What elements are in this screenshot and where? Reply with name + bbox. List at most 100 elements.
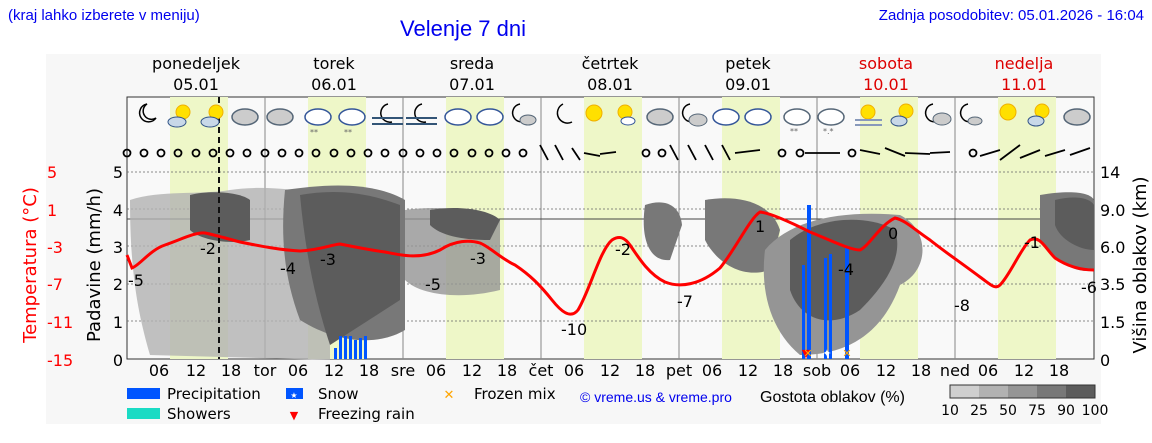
svg-text:-8: -8	[954, 296, 970, 315]
sun-icon	[167, 104, 191, 128]
svg-text:-10: -10	[561, 320, 587, 339]
svg-text:06: 06	[564, 361, 584, 380]
svg-text:Gostota oblakov (%): Gostota oblakov (%)	[760, 389, 905, 406]
cloud-height-axis-label: Višina oblakov (km)	[1130, 176, 1151, 353]
day-date: 09.01	[725, 75, 771, 94]
day-name: sobota	[859, 54, 913, 73]
day-headers: ponedeljek 05.01 torek 06.01 sreda 07.01…	[152, 54, 1053, 94]
svg-text:-4: -4	[838, 260, 854, 279]
location-hint: (kraj lahko izberete v meniju)	[8, 7, 200, 24]
svg-text:Showers: Showers	[167, 405, 231, 423]
day-date: 08.01	[587, 75, 633, 94]
svg-text:-3: -3	[320, 250, 336, 269]
day-name: ponedeljek	[152, 54, 241, 73]
svg-text:9.0: 9.0	[1100, 201, 1125, 220]
cloud-icon	[712, 108, 740, 126]
svg-text:-5: -5	[425, 275, 441, 294]
last-updated: Zadnja posodobitev: 05.01.2026 - 16:04	[878, 7, 1144, 24]
svg-text:2: 2	[113, 275, 123, 294]
day-name: nedelja	[995, 54, 1054, 73]
precipitation-swatch	[127, 388, 160, 399]
svg-text:5: 5	[113, 163, 123, 182]
x-axis-labels: 06 12 18 tor 06 12 18 sre 06 12 18 čet 0…	[149, 361, 1069, 380]
svg-text:čet: čet	[529, 361, 554, 380]
day-name: sreda	[450, 54, 494, 73]
svg-text:✦: ✦	[822, 347, 831, 360]
svg-text:12: 12	[186, 361, 206, 380]
svg-text:12: 12	[876, 361, 896, 380]
svg-text:-3: -3	[470, 249, 486, 268]
svg-text:✕: ✕	[842, 347, 851, 360]
day-date: 05.01	[173, 75, 219, 94]
copyright-link: © vreme.us & vreme.pro	[580, 389, 732, 405]
svg-text:-2: -2	[200, 239, 216, 258]
temperature-axis-panel	[46, 54, 80, 424]
svg-text:-1: -1	[1024, 233, 1040, 252]
wind-barbs	[122, 144, 1091, 161]
svg-text:1: 1	[113, 313, 123, 332]
svg-text:pet: pet	[666, 361, 692, 380]
svg-text:06: 06	[978, 361, 998, 380]
cloud-icon	[231, 108, 259, 126]
svg-text:5: 5	[47, 163, 57, 182]
svg-text:18: 18	[359, 361, 379, 380]
sun-icon	[585, 104, 603, 122]
svg-text:1: 1	[755, 217, 765, 236]
svg-text:12: 12	[738, 361, 758, 380]
svg-text:-6: -6	[1081, 278, 1097, 297]
svg-text:18: 18	[911, 361, 931, 380]
svg-text:1: 1	[47, 201, 57, 220]
precipitation-bars	[334, 205, 849, 359]
moon-icon	[556, 103, 573, 124]
svg-text:Snow: Snow	[318, 385, 358, 403]
svg-text:12: 12	[1014, 361, 1034, 380]
cloud-icon	[266, 108, 294, 126]
sun-cloud-icon	[890, 103, 914, 127]
svg-text:50: 50	[999, 403, 1017, 419]
snow-icon: ★	[290, 391, 297, 400]
day-name: petek	[725, 54, 771, 73]
svg-text:75: 75	[1028, 403, 1046, 419]
svg-text:0: 0	[113, 351, 123, 370]
frozen-mix-icon: ✕	[444, 388, 455, 403]
fog-icon	[372, 103, 403, 125]
fog-icon	[406, 103, 437, 125]
sun-icon	[617, 104, 636, 126]
svg-text:3.5: 3.5	[1100, 275, 1125, 294]
moon-cloud-icon	[511, 103, 537, 126]
svg-text:-5: -5	[128, 271, 144, 290]
svg-text:sob: sob	[803, 361, 831, 380]
svg-text:Precipitation: Precipitation	[167, 385, 261, 403]
cloud-icon	[444, 108, 472, 126]
svg-text:Freezing rain: Freezing rain	[318, 405, 415, 423]
svg-text:90: 90	[1057, 403, 1075, 419]
day-date: 06.01	[311, 75, 357, 94]
moon-cloud-icon	[924, 103, 952, 126]
svg-text:18: 18	[635, 361, 655, 380]
svg-text:▼: ▼	[802, 347, 811, 360]
sun-fog-icon	[855, 104, 882, 126]
svg-text:4: 4	[113, 201, 123, 220]
svg-text:sre: sre	[391, 361, 415, 380]
snow-swatch	[286, 388, 303, 399]
svg-text:-3: -3	[47, 238, 63, 257]
svg-text:-7: -7	[677, 292, 693, 311]
svg-text:06: 06	[426, 361, 446, 380]
svg-text:-15: -15	[47, 351, 73, 370]
svg-text:06: 06	[702, 361, 722, 380]
svg-text:10: 10	[941, 403, 959, 419]
svg-text:12: 12	[600, 361, 620, 380]
showers-swatch	[127, 408, 160, 419]
day-date: 07.01	[449, 75, 495, 94]
cloud-height-axis-ticks: 14 9.0 6.0 3.5 1.5 0	[1100, 163, 1125, 370]
temperature-axis-label: Temperatura (°C)	[20, 187, 41, 344]
svg-text:-7: -7	[47, 275, 63, 294]
svg-text:Frozen mix: Frozen mix	[474, 385, 556, 403]
cloud-icon	[744, 108, 772, 126]
legend: Precipitation Showers ★ Snow ▼ Freezing …	[127, 384, 1108, 423]
svg-text:06: 06	[149, 361, 169, 380]
svg-text:06: 06	[288, 361, 308, 380]
svg-text:*.*: *.*	[823, 127, 834, 136]
svg-text:0: 0	[888, 224, 898, 243]
